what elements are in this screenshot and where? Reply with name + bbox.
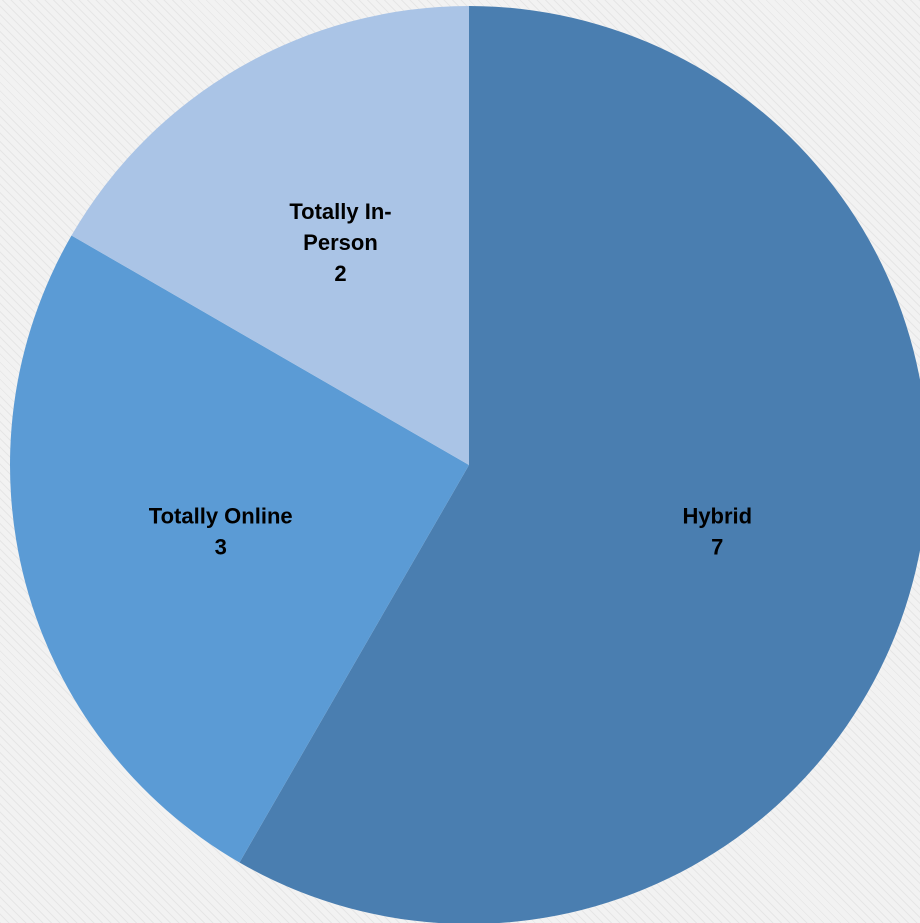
data-label-value: 3 [215,535,227,560]
data-label-value: 7 [711,535,723,560]
data-label-category: Totally Online [149,504,293,529]
pie-data-labels: Hybrid 7 Totally Online 3 Totally In- Person 2 [149,199,752,560]
pie-slice-totally-online [9,235,470,863]
data-label-category: Hybrid [682,504,752,529]
data-label-category: Person [303,230,378,255]
pie-slice-hybrid [239,6,920,923]
data-label-value: 2 [334,261,346,286]
data-label-category: Totally In- [289,199,391,224]
pie-slice-totally-in-person [71,6,470,465]
data-label-hybrid: Hybrid 7 [682,504,752,560]
pie-slices [9,6,920,923]
data-label-totally-in-person: Totally In- Person 2 [289,199,391,286]
data-label-totally-online: Totally Online 3 [149,504,293,560]
